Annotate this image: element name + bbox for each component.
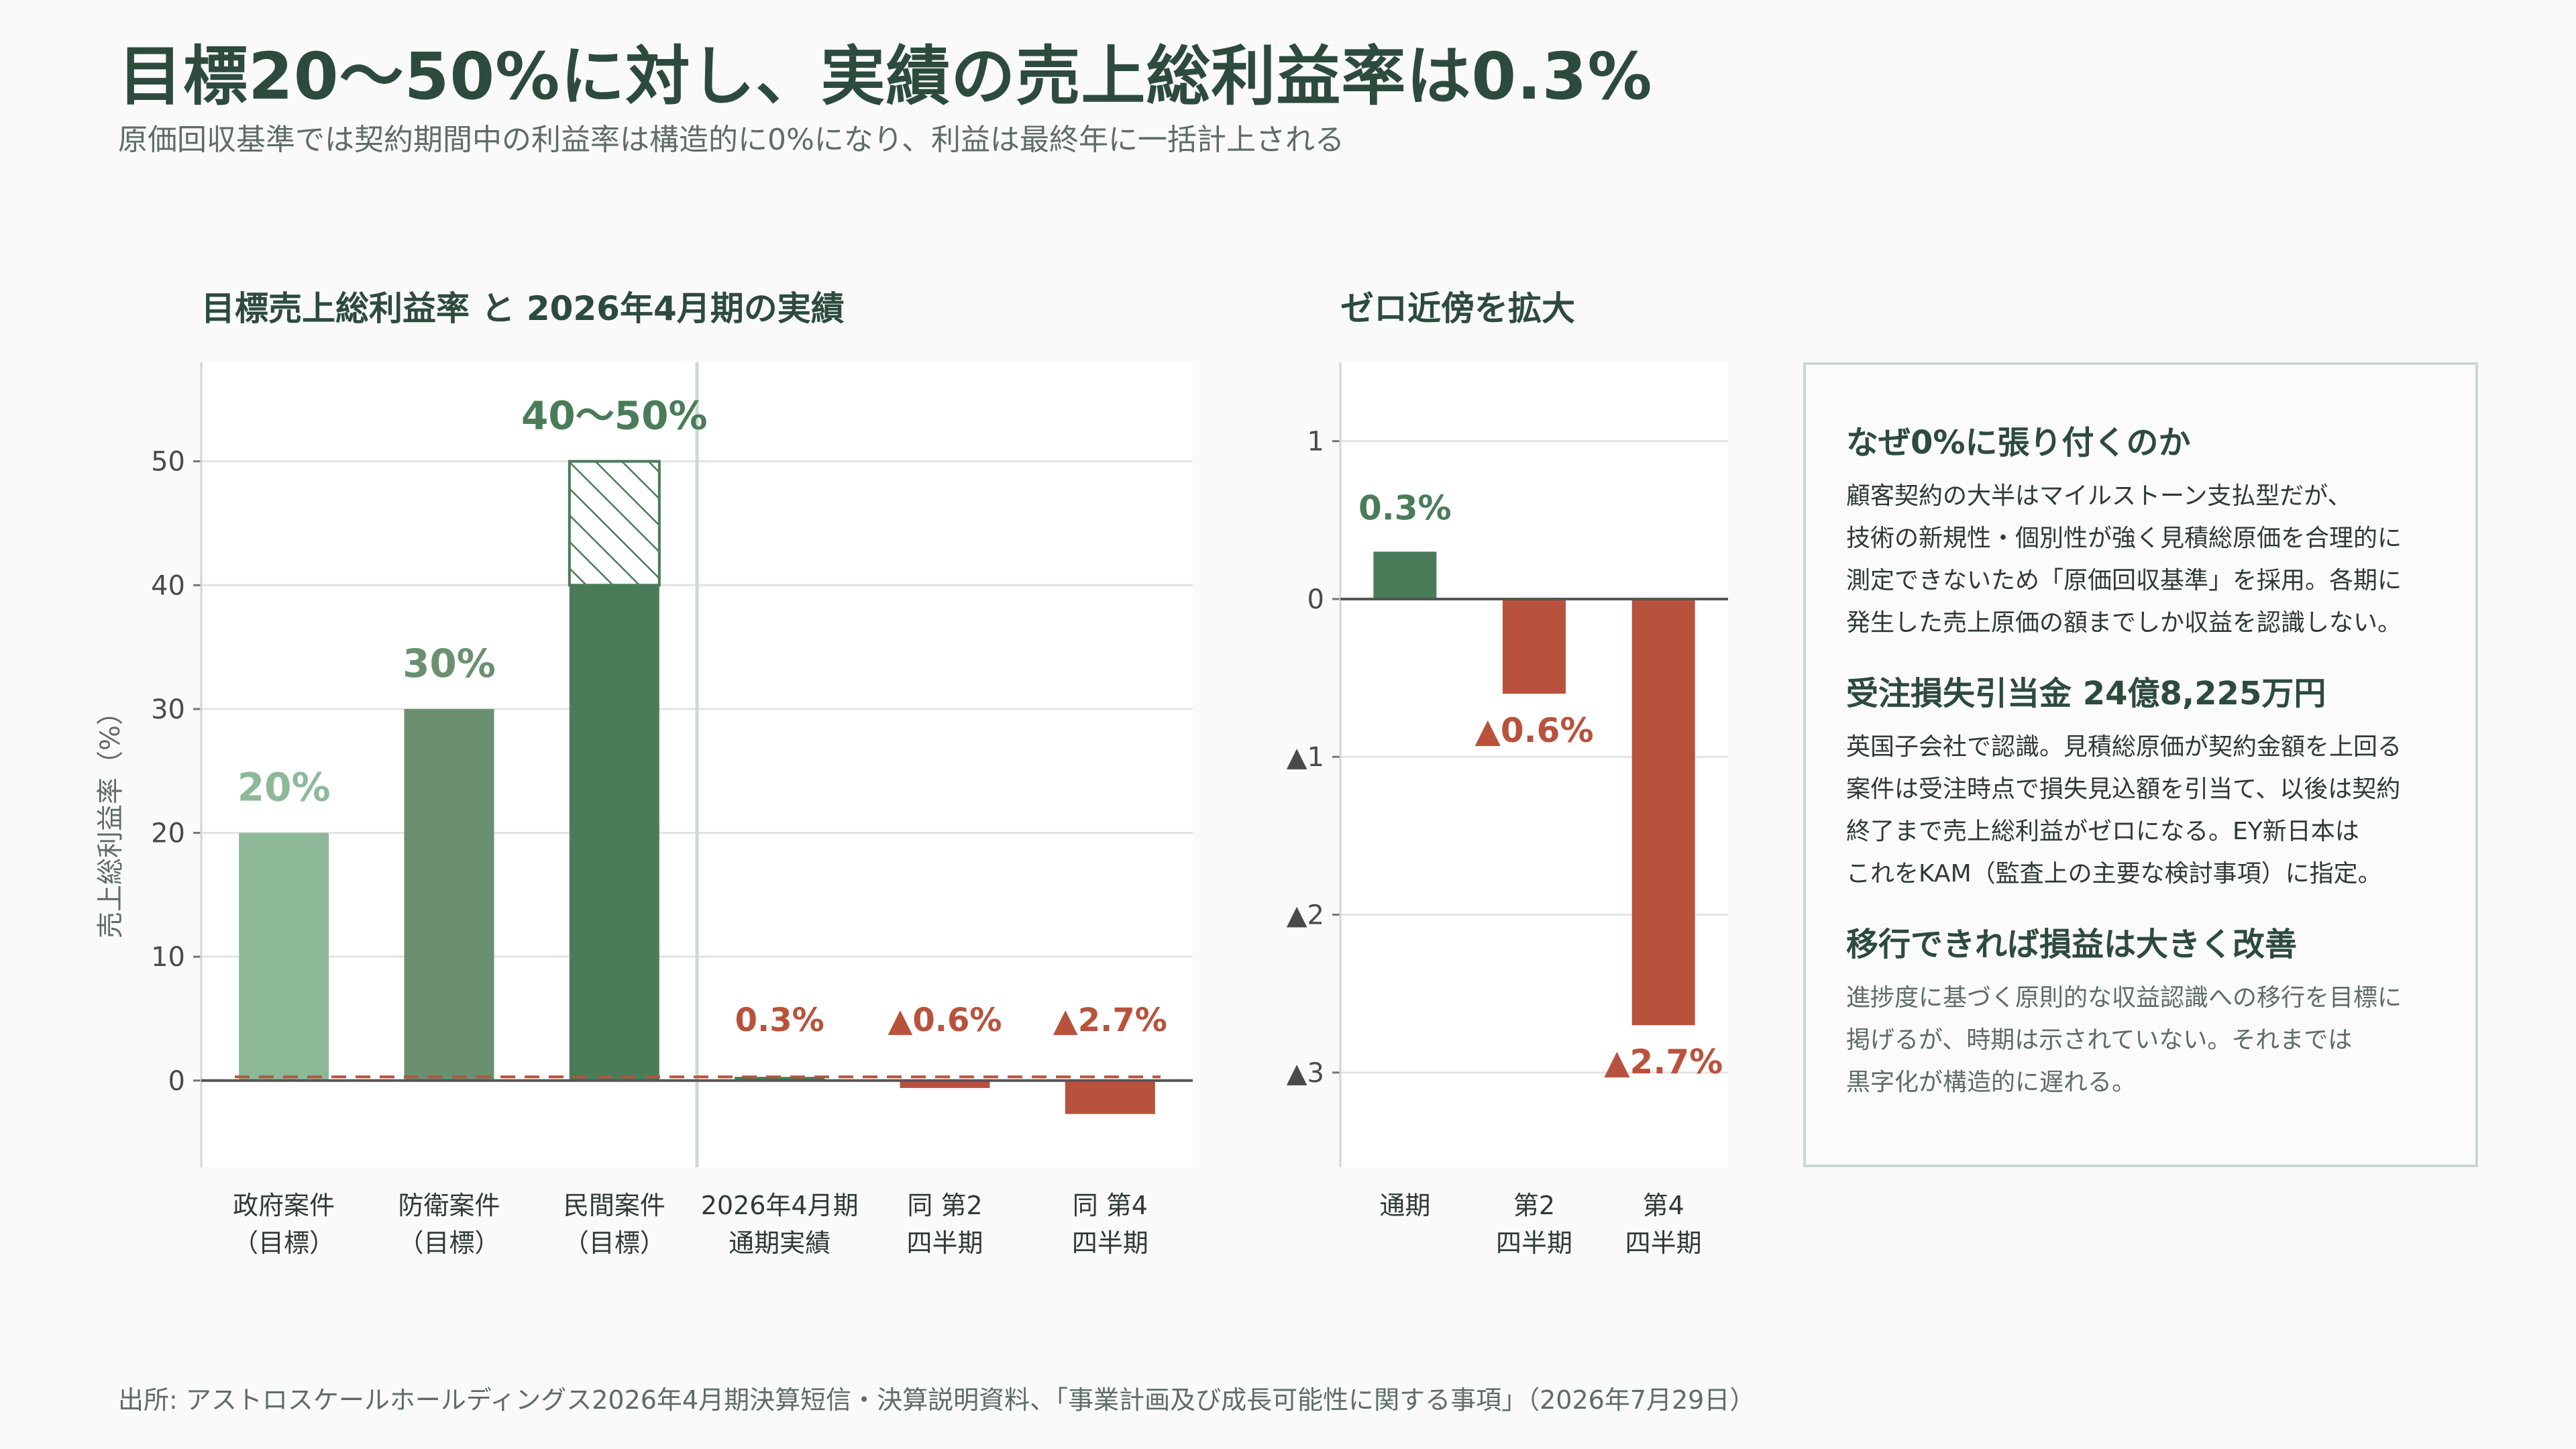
left-y-axis-label: 売上総利益率（%） [95, 698, 126, 938]
panel-body-2: 英国子会社で認識。見積総原価が契約金額を上回る 案件は受注時点で損失見込額を引当… [1846, 733, 2402, 888]
right-bar-1 [1503, 598, 1566, 694]
right-bar-2 [1631, 598, 1695, 1026]
panel-body-1: 顧客契約の大半はマイルストーン支払型だが、 技術の新規性・個別性が強く見積総原価… [1846, 482, 2402, 637]
left-data-label-3: 0.3% [735, 1002, 824, 1039]
left-ytick-label-5: 50 [151, 447, 185, 478]
panel-heading-2: 受注損失引当金 24億8,225万円 [1846, 675, 2326, 712]
page-title: 目標20〜50%に対し、実績の売上総利益率は0.3% [118, 39, 1653, 114]
right-data-label-0: 0.3% [1358, 488, 1452, 527]
right-bar-chart: 1 0 ▲1 ▲2 ▲3 0.3% 通期 ▲0.6% 第2 四半期 ▲2.7% 第4 四半期 [1287, 362, 1728, 1258]
right-data-label-2: ▲2.7% [1604, 1042, 1723, 1081]
right-ytick-label-3: ▲2 [1287, 900, 1324, 931]
left-category-label-4-1: 四半期 [906, 1228, 983, 1258]
left-category-label-1-1: （目標） [398, 1228, 500, 1258]
left-ytick-label-1: 10 [151, 942, 185, 973]
right-category-label-0-0: 通期 [1379, 1191, 1430, 1220]
right-ytick-label-0: 1 [1307, 427, 1324, 458]
left-ytick-label-0: 0 [168, 1066, 185, 1097]
right-chart-title: ゼロ近傍を拡大 [1340, 289, 1575, 328]
right-category-label-1-0: 第2 [1513, 1191, 1555, 1220]
left-category-label-4-0: 同 第2 [907, 1191, 982, 1220]
right-ytick-label-1: 0 [1307, 584, 1324, 615]
left-bar-4 [900, 1080, 990, 1088]
panel-heading-1: なぜ0%に張り付くのか [1846, 424, 2191, 462]
left-data-label-5: ▲2.7% [1053, 1002, 1167, 1039]
source-note: 出所: アストロスケールホールディングス2026年4月期決算短信・決算説明資料、… [118, 1385, 1756, 1415]
left-data-label-2: 40〜50% [521, 393, 708, 439]
left-ytick-label-2: 20 [151, 818, 185, 849]
explanation-panel: なぜ0%に張り付くのか 顧客契約の大半はマイルストーン支払型だが、 技術の新規性… [1803, 362, 2478, 1167]
right-data-label-1: ▲0.6% [1474, 711, 1593, 750]
left-ytick-label-3: 30 [151, 694, 185, 725]
left-bar-5 [1065, 1080, 1155, 1114]
left-bar-1 [404, 708, 494, 1081]
left-category-label-0-1: （目標） [233, 1228, 335, 1258]
left-bar-0 [239, 833, 329, 1081]
left-data-label-0: 20% [237, 765, 331, 810]
page-subtitle: 原価回収基準では契約期間中の利益率は構造的に0%になり、利益は最終年に一括計上さ… [118, 123, 1345, 157]
left-ytick-label-4: 40 [151, 570, 185, 601]
left-category-label-2-0: 民間案件 [564, 1191, 665, 1220]
left-category-label-1-0: 防衛案件 [398, 1191, 500, 1220]
left-category-label-3-1: 通期実績 [729, 1228, 830, 1258]
left-category-label-0-0: 政府案件 [233, 1191, 335, 1220]
left-data-label-1: 30% [402, 641, 496, 686]
left-bar-chart: 0 10 20 30 40 50 売上総利益率（%） 20% 政府案件 （目標） 30% 防衛案件 （目… [95, 362, 1193, 1258]
right-ytick-label-2: ▲1 [1287, 742, 1324, 773]
left-bar-3 [735, 1077, 825, 1081]
panel-body-3: 進捗度に基づく原則的な収益認識への移行を目標に 掲げるが、時期は示されていない。… [1846, 984, 2402, 1096]
right-bar-0 [1373, 551, 1437, 599]
right-category-label-2-1: 四半期 [1625, 1228, 1702, 1258]
left-bar-range-2 [568, 460, 661, 587]
left-category-label-2-1: （目標） [564, 1228, 665, 1258]
left-data-label-4: ▲0.6% [888, 1002, 1002, 1039]
right-category-label-2-0: 第4 [1643, 1191, 1684, 1220]
left-category-label-3-0: 2026年4月期 [701, 1191, 859, 1220]
left-category-label-5-0: 同 第4 [1073, 1191, 1148, 1220]
panel-heading-3: 移行できれば損益は大きく改善 [1846, 926, 2298, 963]
left-bar-2 [569, 585, 659, 1081]
left-chart-title: 目標売上総利益率 と 2026年4月期の実績 [201, 289, 845, 328]
right-category-label-1-1: 四半期 [1496, 1228, 1572, 1258]
right-ytick-label-4: ▲3 [1287, 1058, 1324, 1089]
left-category-label-5-1: 四半期 [1072, 1228, 1148, 1258]
